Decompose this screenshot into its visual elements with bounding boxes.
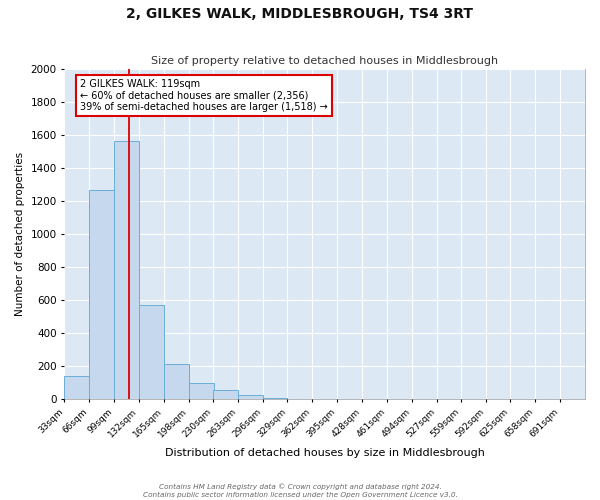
Bar xyxy=(164,364,189,400)
Bar xyxy=(139,305,164,400)
Bar xyxy=(238,396,263,400)
Bar xyxy=(287,398,312,400)
Bar xyxy=(189,383,214,400)
Bar xyxy=(64,376,89,400)
Y-axis label: Number of detached properties: Number of detached properties xyxy=(15,152,25,316)
Text: Contains HM Land Registry data © Crown copyright and database right 2024.
Contai: Contains HM Land Registry data © Crown c… xyxy=(143,484,457,498)
Bar xyxy=(213,390,238,400)
Bar xyxy=(263,398,287,400)
Text: 2, GILKES WALK, MIDDLESBROUGH, TS4 3RT: 2, GILKES WALK, MIDDLESBROUGH, TS4 3RT xyxy=(127,8,473,22)
Bar xyxy=(89,190,114,400)
X-axis label: Distribution of detached houses by size in Middlesbrough: Distribution of detached houses by size … xyxy=(165,448,485,458)
Title: Size of property relative to detached houses in Middlesbrough: Size of property relative to detached ho… xyxy=(151,56,498,66)
Bar xyxy=(114,140,139,400)
Text: 2 GILKES WALK: 119sqm
← 60% of detached houses are smaller (2,356)
39% of semi-d: 2 GILKES WALK: 119sqm ← 60% of detached … xyxy=(80,78,328,112)
